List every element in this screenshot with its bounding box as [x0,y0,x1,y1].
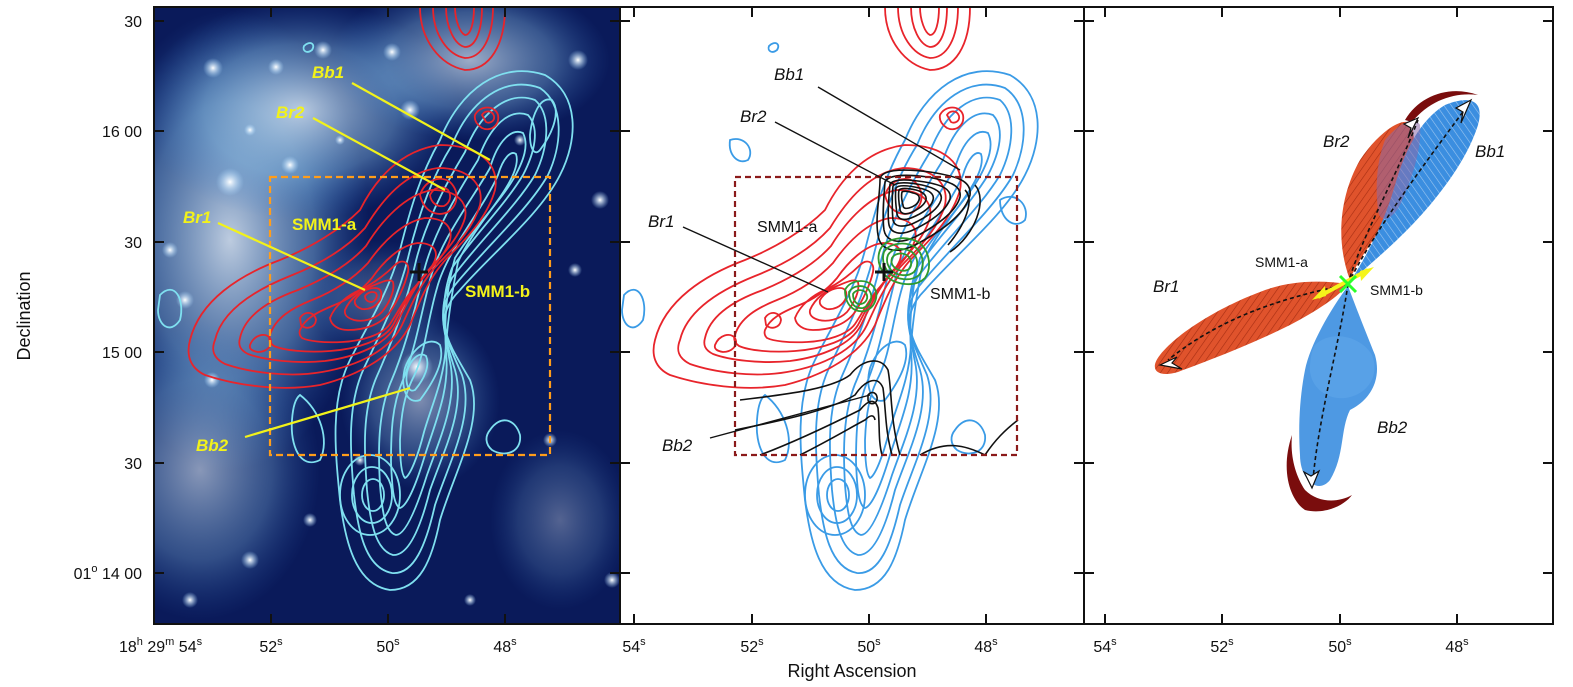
panel-1-label-br2: Br2 [276,103,305,122]
ra-tick-label: 48s [1445,636,1469,656]
panel-3-center-arrow [1317,268,1369,299]
ra-tick-label: 50s [857,636,881,656]
panel-3-label-br1: Br1 [1153,277,1179,296]
y-axis-title: Declination [14,271,34,360]
panel-1: Bb1 Br2 Br1 SMM1-a SMM1-b Bb2 [154,7,620,624]
panel-1-label-smm1a: SMM1-a [292,215,357,234]
dec-tick-label: 30 [124,235,142,252]
panel-3-source-cross [1338,274,1358,294]
ra-tick-labels-panel-2: 54s 52s 50s 48s [622,636,998,656]
panel-3-label-br2: Br2 [1323,132,1350,151]
panel-3-label-bb1: Bb1 [1475,142,1505,161]
panel-3-outflow-axes [1167,104,1469,481]
ra-tick-label: 50s [1328,636,1352,656]
ra-tick-label: 48s [974,636,998,656]
panel-1-source-cross [410,263,428,281]
dec-tick-label: 30 [124,14,142,31]
panel-1-leaders [217,82,491,439]
panel-3-lobe-br1 [1154,281,1348,375]
panel-2-black-contours-lower [734,360,1019,457]
panel-3: Br2 Bb1 SMM1-a SMM1-b Br1 Bb2 [1084,7,1553,624]
panel-2-label-smm1a: SMM1-a [757,219,818,236]
panel-3-arrowheads [1158,98,1473,490]
panel-2-leaders [682,86,961,439]
dec-tick-label: 30 [124,456,142,473]
ra-tick-label: 52s [740,636,764,656]
ra-tick-labels-panel-1: 18h 29m 54s 52s 50s 48s [119,636,517,656]
panel-3-arc-top [1405,91,1478,122]
panel-1-label-bb2: Bb2 [196,436,229,455]
panel-1-label-br1: Br1 [183,208,211,227]
panel-2-label-br2: Br2 [740,107,767,126]
tick-marks [153,7,1553,624]
panel-2-label-bb2: Bb2 [662,436,693,455]
panel-3-label-smm1a: SMM1-a [1255,254,1308,270]
ra-tick-label: 54s [622,636,646,656]
ra-tick-label: 54s [1093,636,1117,656]
ra-tick-labels-panel-3: 54s 52s 50s 48s [1093,636,1469,656]
dec-tick-label: 16 00 [102,124,142,141]
panel-3-lobe-bb1 [1350,100,1480,283]
panel-1-label-smm1b: SMM1-b [465,282,530,301]
x-axis-title: Right Ascension [787,661,916,681]
panel-3-label-smm1b: SMM1-b [1370,282,1423,298]
panel-2: Bb1 Br2 Br1 SMM1-a SMM1-b Bb2 [620,7,1084,624]
ra-tick-label-first: 18h 29m 54s [119,636,203,656]
ra-tick-label: 52s [259,636,283,656]
ra-tick-label: 50s [376,636,400,656]
dec-tick-labels: 30 16 00 30 15 00 30 01o 14 00 [74,14,143,583]
panel-2-source-cross [875,263,893,281]
panel-2-black-contours [876,169,981,253]
panel-3-arc-bottom [1286,435,1352,512]
panel-1-region-box [268,175,552,457]
panel-2-label-br1: Br1 [648,212,674,231]
ra-tick-label: 48s [493,636,517,656]
dec-tick-label: 15 00 [102,345,142,362]
panel-2-label-bb1: Bb1 [774,65,804,84]
dec-tick-label-last: 01o 14 00 [74,563,143,583]
panel-3-label-bb2: Bb2 [1377,418,1408,437]
panel-2-label-smm1b: SMM1-b [930,286,991,303]
panel-1-label-bb1: Bb1 [312,63,344,82]
ra-tick-label: 52s [1210,636,1234,656]
panel-1-red-contours [187,7,506,389]
panel-2-region-box [733,175,1019,457]
